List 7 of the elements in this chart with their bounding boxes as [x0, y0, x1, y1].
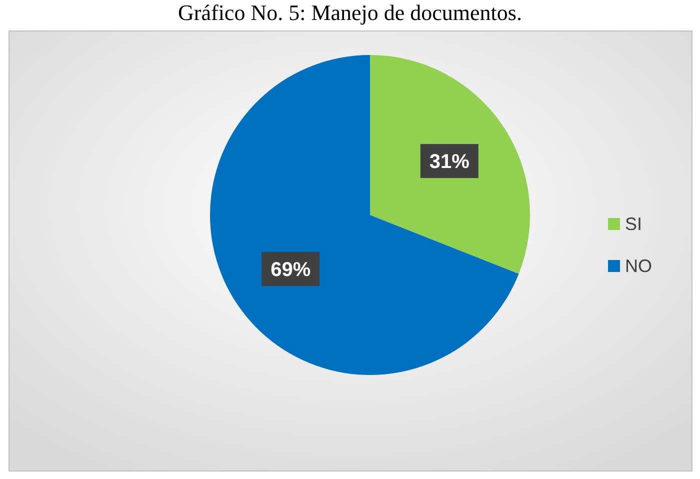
chart-title: Gráfico No. 5: Manejo de documentos. — [178, 0, 522, 25]
data-label: 31% — [429, 151, 470, 174]
pie-slice — [370, 55, 530, 274]
legend-label: NO — [625, 256, 652, 276]
data-label: 69% — [270, 258, 311, 281]
pie-slice — [210, 55, 519, 375]
legend-label: SI — [625, 214, 642, 234]
